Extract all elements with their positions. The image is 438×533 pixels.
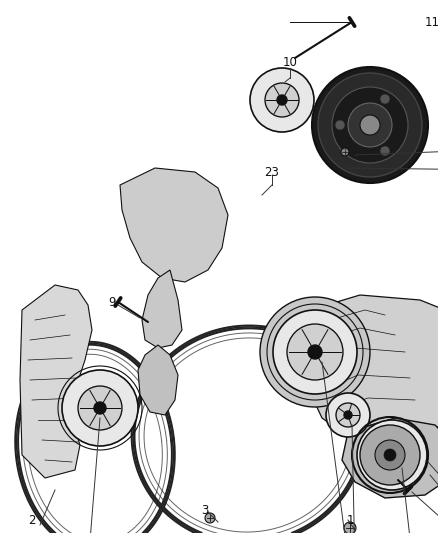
Text: 2: 2 [28,513,36,527]
Text: 3: 3 [201,504,208,516]
Circle shape [360,115,380,135]
Text: 9: 9 [108,295,116,309]
Circle shape [386,453,410,477]
Circle shape [260,297,370,407]
Text: 10: 10 [283,55,297,69]
Circle shape [380,94,390,104]
Polygon shape [342,418,438,498]
Text: 23: 23 [265,166,279,179]
Circle shape [205,513,215,523]
Circle shape [384,449,396,461]
Circle shape [273,310,357,394]
Circle shape [277,95,287,105]
Polygon shape [306,295,438,445]
Polygon shape [142,270,182,348]
Polygon shape [20,285,92,478]
Circle shape [265,83,299,117]
Circle shape [376,443,420,487]
Circle shape [344,522,356,533]
Circle shape [250,68,314,132]
Circle shape [326,393,370,437]
Circle shape [312,67,428,183]
Circle shape [348,103,392,147]
Circle shape [370,433,414,477]
Circle shape [332,87,408,163]
Circle shape [308,345,322,359]
Circle shape [94,402,106,414]
Circle shape [341,148,349,156]
Circle shape [336,403,360,427]
Circle shape [335,120,345,130]
Circle shape [375,440,405,470]
Circle shape [360,425,420,485]
Circle shape [357,420,427,490]
Circle shape [344,411,352,419]
Text: 11: 11 [424,15,438,28]
Circle shape [287,324,343,380]
Circle shape [394,461,402,469]
Circle shape [62,370,138,446]
Circle shape [78,386,122,430]
Circle shape [386,449,398,461]
Circle shape [318,73,422,177]
Polygon shape [138,345,178,415]
Text: 1: 1 [346,513,354,527]
Polygon shape [120,168,228,282]
Circle shape [380,146,390,156]
